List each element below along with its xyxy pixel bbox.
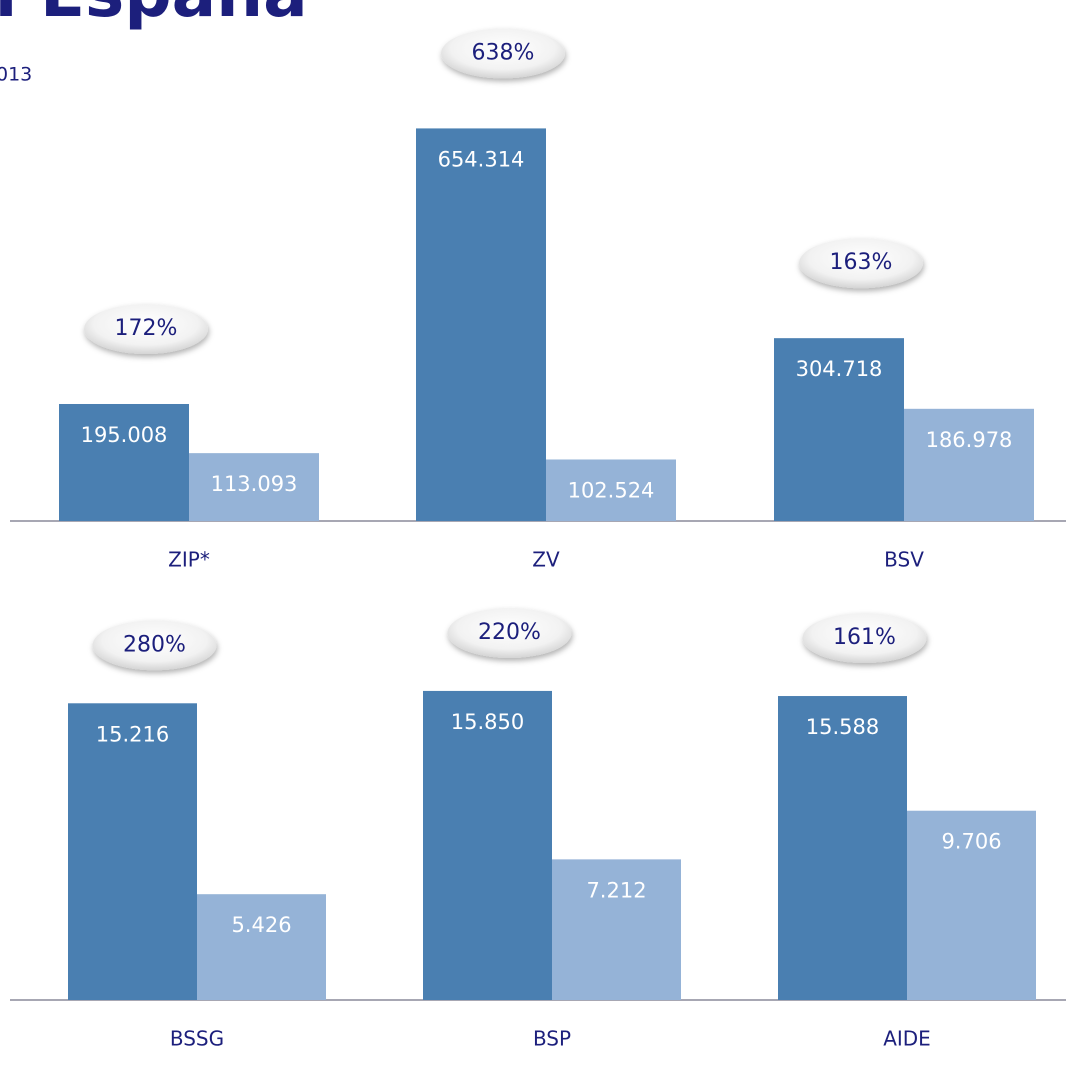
- title: n España: [0, 0, 308, 32]
- subtitle: 013: [0, 64, 32, 86]
- bar: [416, 128, 546, 521]
- value-label: 304.718: [796, 357, 883, 381]
- x-tick-label: BSV: [884, 548, 924, 572]
- ratio-bubble: [92, 620, 217, 671]
- bar: [546, 459, 676, 521]
- ratio-bubble: [447, 607, 572, 658]
- ratio-label: 280%: [123, 632, 186, 657]
- x-tick-label: BSSG: [170, 1027, 224, 1051]
- value-label: 195.008: [81, 423, 168, 447]
- ratio-label: 161%: [833, 625, 896, 650]
- x-tick-label: AIDE: [883, 1027, 931, 1051]
- bar: [907, 810, 1036, 1000]
- ratio-bubble: [441, 28, 565, 79]
- value-label: 186.978: [926, 428, 1013, 452]
- bar: [197, 894, 326, 1000]
- x-tick-label: ZIP*: [168, 548, 210, 572]
- value-label: 102.524: [568, 478, 655, 502]
- value-label: 9.706: [941, 830, 1001, 854]
- x-tick-label: ZV: [532, 548, 560, 572]
- value-label: 113.093: [211, 472, 298, 496]
- ratio-label: 220%: [478, 620, 541, 645]
- value-label: 15.588: [806, 715, 879, 739]
- bar: [423, 690, 552, 1000]
- bar: [552, 859, 681, 1000]
- bar: [904, 408, 1034, 521]
- value-label: 5.426: [231, 913, 291, 937]
- value-label: 7.212: [586, 878, 646, 902]
- bar: [68, 703, 197, 1000]
- bar: [189, 453, 319, 521]
- value-label: 15.850: [451, 710, 524, 734]
- value-label: 15.216: [96, 722, 169, 746]
- ratio-bubble: [84, 303, 208, 354]
- bar: [59, 403, 189, 521]
- ratio-label: 638%: [472, 40, 535, 65]
- ratio-label: 163%: [830, 250, 893, 275]
- x-tick-label: BSP: [533, 1027, 571, 1051]
- bar: [774, 338, 904, 521]
- ratio-bubble: [799, 238, 923, 289]
- ratio-bubble: [802, 613, 927, 664]
- ratio-label: 172%: [115, 316, 178, 341]
- bar: [778, 696, 907, 1000]
- value-label: 654.314: [438, 147, 525, 171]
